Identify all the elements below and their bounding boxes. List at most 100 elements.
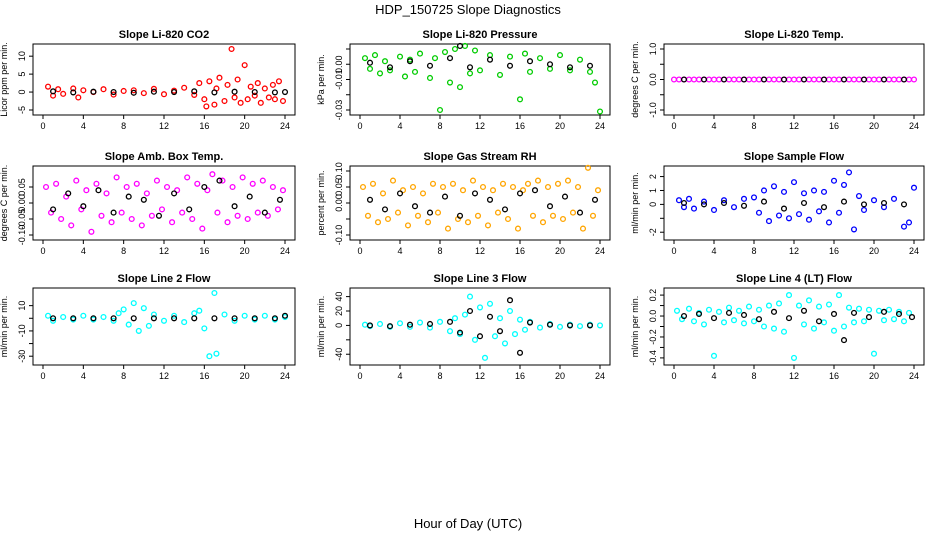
data-point [150, 85, 157, 92]
data-point [770, 183, 778, 190]
data-point [785, 76, 793, 83]
data-point [760, 187, 768, 194]
data-point [900, 201, 908, 208]
data-point [830, 327, 838, 334]
data-point [58, 215, 65, 223]
data-point [825, 301, 833, 308]
x-tick-label: 20 [869, 121, 879, 131]
data-point [750, 194, 758, 201]
data-point [186, 206, 193, 213]
data-point [800, 76, 808, 83]
data-point [860, 201, 868, 208]
data-point [406, 58, 414, 65]
data-point [516, 316, 524, 323]
data-point [98, 212, 105, 219]
data-point [524, 180, 532, 187]
data-point [720, 319, 728, 326]
y-tick-label: 0 [334, 323, 344, 328]
data-point [426, 74, 434, 82]
y-tick-label: 0.0 [648, 310, 658, 323]
x-tick-label: 12 [789, 371, 799, 381]
data-point [755, 76, 763, 83]
data-point [449, 180, 457, 187]
data-point [695, 76, 703, 83]
data-point [820, 76, 828, 83]
y-axis-label: kPa per min. [316, 54, 326, 105]
data-point [476, 304, 484, 311]
data-point [765, 76, 773, 83]
data-point [234, 212, 241, 219]
data-point [444, 225, 452, 232]
panel-2: Slope Li-820 Pressure kPa per min. 0 4 8 12 16… [316, 29, 611, 131]
data-point [441, 48, 449, 56]
data-point [196, 307, 203, 314]
data-point [725, 76, 733, 83]
data-point [409, 183, 417, 191]
data-point [231, 315, 238, 322]
data-point [239, 174, 246, 181]
data-point [110, 317, 117, 324]
data-point [123, 183, 130, 191]
data-point [720, 199, 728, 207]
x-tick-label: 12 [475, 371, 485, 381]
x-tick-label: 16 [515, 246, 525, 256]
data-point [399, 187, 407, 194]
data-point [191, 88, 198, 95]
data-point [725, 304, 733, 311]
data-point [780, 205, 788, 212]
data-point [439, 183, 447, 191]
y-axis-label: degrees C per min. [0, 165, 9, 242]
y-tick-label: -0.01 [334, 69, 344, 90]
y-tick-label: -0.2 [648, 329, 658, 345]
data-point [850, 76, 858, 83]
data-point [516, 96, 524, 103]
series-selected [680, 76, 908, 83]
x-tick-label: 20 [240, 121, 250, 131]
data-point [870, 76, 878, 83]
data-point [125, 321, 132, 328]
data-point [90, 88, 97, 95]
data-point [566, 67, 574, 74]
data-point [216, 74, 223, 81]
data-point [740, 311, 748, 319]
data-point [246, 193, 253, 200]
data-point [426, 320, 434, 328]
data-point [237, 99, 244, 106]
data-point [471, 336, 479, 343]
x-tick-label: 8 [751, 246, 756, 256]
data-point [80, 87, 87, 94]
data-point [265, 94, 272, 101]
data-point [150, 88, 157, 95]
data-point [815, 303, 823, 310]
data-point [499, 180, 507, 187]
x-tick-label: 12 [159, 246, 169, 256]
data-point [269, 81, 276, 88]
data-point [820, 319, 828, 326]
x-tick-label: 20 [240, 246, 250, 256]
data-point [191, 310, 198, 317]
data-point [80, 312, 87, 319]
x-tick-label: 4 [711, 371, 716, 381]
data-point [670, 76, 678, 83]
data-point [371, 52, 379, 59]
data-point [181, 84, 188, 91]
data-point [44, 312, 52, 319]
data-point [900, 318, 908, 325]
data-point [519, 187, 527, 194]
panel-frame [349, 43, 611, 116]
data-point [780, 76, 788, 83]
series-all [42, 171, 287, 235]
x-tick-label: 4 [711, 246, 716, 256]
data-point [234, 76, 241, 83]
x-tick-label: 0 [671, 371, 676, 381]
data-point [489, 187, 497, 194]
data-point [805, 216, 813, 223]
x-tick-label: 8 [121, 246, 126, 256]
data-point [740, 76, 748, 83]
data-point [750, 318, 758, 325]
data-point [720, 76, 728, 83]
data-point [820, 188, 828, 195]
y-axis-label: ml/min per min. [0, 296, 9, 358]
data-point [740, 202, 748, 209]
series-all [361, 293, 604, 361]
